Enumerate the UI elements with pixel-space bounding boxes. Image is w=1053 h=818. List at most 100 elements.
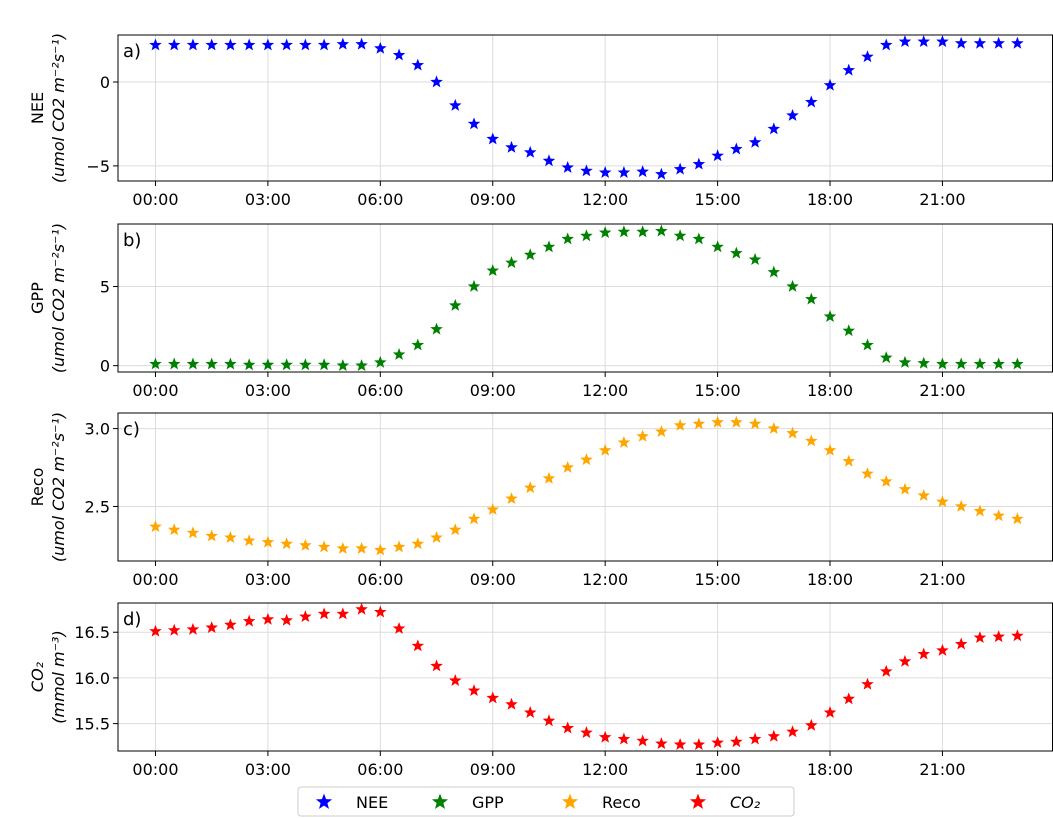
data-point bbox=[392, 48, 406, 61]
y-tick-label: 3.0 bbox=[85, 420, 110, 439]
data-point bbox=[336, 359, 350, 372]
data-point bbox=[617, 436, 631, 448]
data-point bbox=[767, 421, 781, 434]
y-tick-label: 16.0 bbox=[74, 669, 110, 688]
y-tick-label: −5 bbox=[86, 157, 110, 176]
data-point bbox=[879, 664, 893, 677]
y-axis-label-line1: NEE bbox=[28, 92, 47, 124]
data-point bbox=[167, 523, 181, 536]
data-point bbox=[449, 523, 462, 536]
data-point bbox=[1011, 357, 1024, 370]
panel-label: c) bbox=[123, 419, 140, 440]
x-tick-label: 09:00 bbox=[470, 570, 516, 589]
data-point bbox=[411, 537, 425, 550]
data-point bbox=[280, 38, 293, 51]
data-point bbox=[673, 162, 687, 175]
legend-label: Reco bbox=[602, 793, 641, 812]
data-point bbox=[467, 117, 481, 130]
data-point bbox=[505, 492, 518, 505]
data-point bbox=[636, 165, 649, 178]
data-point bbox=[299, 38, 312, 51]
legend: NEE GPP Reco CO₂ bbox=[297, 786, 795, 817]
data-point bbox=[917, 647, 930, 660]
data-point bbox=[317, 358, 331, 371]
data-point bbox=[355, 602, 368, 615]
data-point bbox=[392, 540, 406, 553]
x-tick-label: 12:00 bbox=[582, 381, 628, 400]
data-point bbox=[542, 714, 556, 727]
x-tick-label: 09:00 bbox=[470, 760, 516, 779]
x-tick-label: 06:00 bbox=[357, 190, 403, 209]
data-point bbox=[261, 535, 275, 548]
legend-marker bbox=[689, 793, 707, 809]
axes-frame bbox=[117, 223, 1053, 373]
data-point bbox=[280, 537, 293, 550]
data-point bbox=[242, 358, 256, 371]
data-point bbox=[486, 132, 500, 145]
data-point bbox=[842, 324, 856, 337]
data-point bbox=[280, 613, 293, 626]
data-point bbox=[842, 454, 856, 467]
y-axis-label-line2: (umol CO2 m⁻²s⁻¹) bbox=[49, 33, 68, 183]
x-tick-label: 21:00 bbox=[919, 190, 965, 209]
x-tick-label: 00:00 bbox=[132, 570, 178, 589]
legend-item: CO₂ bbox=[689, 793, 761, 812]
data-point bbox=[711, 736, 724, 749]
data-point bbox=[336, 37, 350, 50]
data-point bbox=[186, 38, 200, 51]
data-point bbox=[317, 607, 331, 620]
data-point bbox=[205, 357, 218, 370]
y-axis-label-line1: Reco bbox=[28, 468, 47, 507]
data-point bbox=[992, 357, 1005, 370]
data-point bbox=[355, 359, 368, 372]
data-point bbox=[374, 41, 387, 54]
data-point bbox=[879, 474, 893, 487]
legend-item: GPP bbox=[431, 793, 504, 812]
data-point bbox=[242, 38, 256, 51]
data-point bbox=[205, 38, 218, 51]
y-axis-label: Reco (umol CO2 m⁻²s⁻¹) bbox=[28, 412, 68, 562]
legend-item: NEE bbox=[315, 793, 388, 812]
data-point bbox=[730, 142, 743, 155]
legend-frame bbox=[297, 786, 795, 817]
data-point bbox=[936, 35, 949, 48]
x-tick-label: 06:00 bbox=[357, 381, 403, 400]
data-point bbox=[580, 726, 593, 739]
x-tick-label: 03:00 bbox=[245, 570, 291, 589]
axes-frame bbox=[117, 602, 1053, 752]
data-point bbox=[167, 357, 181, 370]
y-axis-label: NEE (umol CO2 m⁻²s⁻¹) bbox=[28, 33, 68, 183]
data-point bbox=[374, 605, 387, 618]
data-point bbox=[505, 697, 518, 710]
data-point bbox=[261, 38, 275, 51]
data-point bbox=[692, 738, 706, 750]
data-point bbox=[711, 415, 724, 428]
data-point bbox=[317, 38, 331, 51]
data-point bbox=[861, 677, 874, 690]
data-point bbox=[299, 610, 312, 623]
data-point bbox=[767, 265, 781, 278]
legend-marker bbox=[315, 793, 333, 809]
y-axis-label-line1: GPP bbox=[28, 282, 47, 314]
data-point bbox=[523, 248, 537, 261]
data-point bbox=[149, 624, 162, 637]
data-point bbox=[655, 224, 668, 237]
data-point bbox=[992, 36, 1005, 49]
data-point bbox=[261, 612, 275, 625]
data-point bbox=[598, 730, 612, 743]
data-point bbox=[149, 520, 162, 533]
data-point bbox=[973, 504, 987, 517]
data-point bbox=[242, 614, 256, 627]
data-point bbox=[842, 692, 856, 705]
data-point bbox=[149, 357, 162, 370]
data-point bbox=[917, 35, 930, 48]
data-point bbox=[748, 135, 762, 148]
data-point bbox=[748, 417, 762, 430]
data-point bbox=[580, 164, 593, 177]
data-point bbox=[1011, 629, 1024, 642]
x-tick-label: 00:00 bbox=[132, 760, 178, 779]
data-point bbox=[917, 488, 930, 501]
data-point bbox=[879, 38, 893, 51]
data-point bbox=[374, 543, 387, 556]
